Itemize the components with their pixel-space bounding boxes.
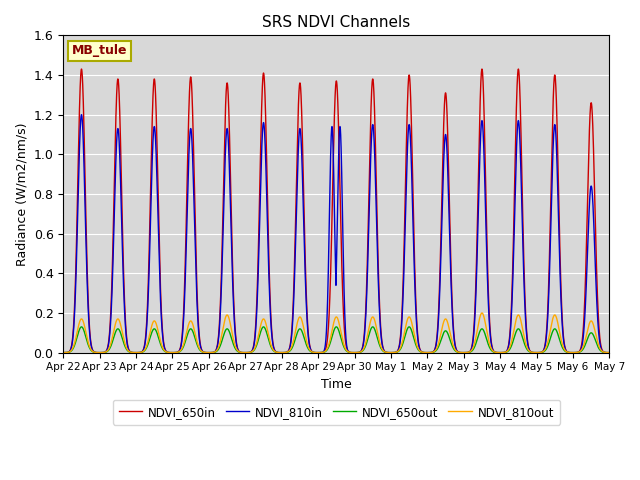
NDVI_810out (412, 338, 419, 344)
NDVI_810out (604, 350, 611, 356)
NDVI_810out (264, 328, 271, 334)
NDVI_650in (604, 350, 611, 356)
NDVI_810in (264, 233, 271, 239)
NDVI_810out (176, 348, 184, 354)
NDVI_810in (605, 350, 613, 356)
NDVI_650out (604, 350, 611, 356)
NDVI_810out (170, 350, 178, 356)
NDVI_650in (176, 346, 184, 351)
X-axis label: Time: Time (321, 378, 352, 391)
NDVI_810in (412, 306, 420, 312)
NDVI_650in (605, 350, 613, 356)
NDVI_810in (60, 350, 67, 356)
NDVI_650in (490, 348, 497, 353)
NDVI_810in (349, 350, 357, 356)
NDVI_810out (605, 350, 613, 356)
NDVI_650in (412, 294, 419, 300)
NDVI_650out (60, 350, 67, 356)
NDVI_650out (264, 334, 271, 339)
NDVI_810in (171, 350, 179, 356)
Title: SRS NDVI Channels: SRS NDVI Channels (262, 15, 410, 30)
NDVI_810in (604, 350, 611, 356)
NDVI_650out (77, 324, 85, 330)
Y-axis label: Radiance (W/m2/nm/s): Radiance (W/m2/nm/s) (15, 122, 28, 266)
Line: NDVI_650in: NDVI_650in (63, 69, 609, 353)
NDVI_650out (412, 341, 419, 347)
NDVI_650out (176, 348, 184, 354)
NDVI_650out (171, 350, 179, 356)
NDVI_650in (264, 208, 271, 214)
NDVI_650out (490, 349, 497, 355)
NDVI_650in (171, 350, 179, 356)
Legend: NDVI_650in, NDVI_810in, NDVI_650out, NDVI_810out: NDVI_650in, NDVI_810in, NDVI_650out, NDV… (113, 400, 560, 425)
Line: NDVI_650out: NDVI_650out (63, 327, 609, 353)
NDVI_650in (60, 350, 67, 356)
NDVI_810out (60, 350, 67, 356)
NDVI_810in (490, 348, 497, 354)
Text: MB_tule: MB_tule (72, 44, 127, 58)
Line: NDVI_810out: NDVI_810out (63, 313, 609, 353)
NDVI_650in (77, 66, 85, 72)
NDVI_810out (478, 310, 486, 316)
NDVI_650out (605, 350, 613, 356)
Line: NDVI_810in: NDVI_810in (63, 115, 609, 353)
NDVI_810in (77, 112, 85, 118)
NDVI_810out (490, 348, 497, 354)
NDVI_810in (176, 347, 184, 352)
